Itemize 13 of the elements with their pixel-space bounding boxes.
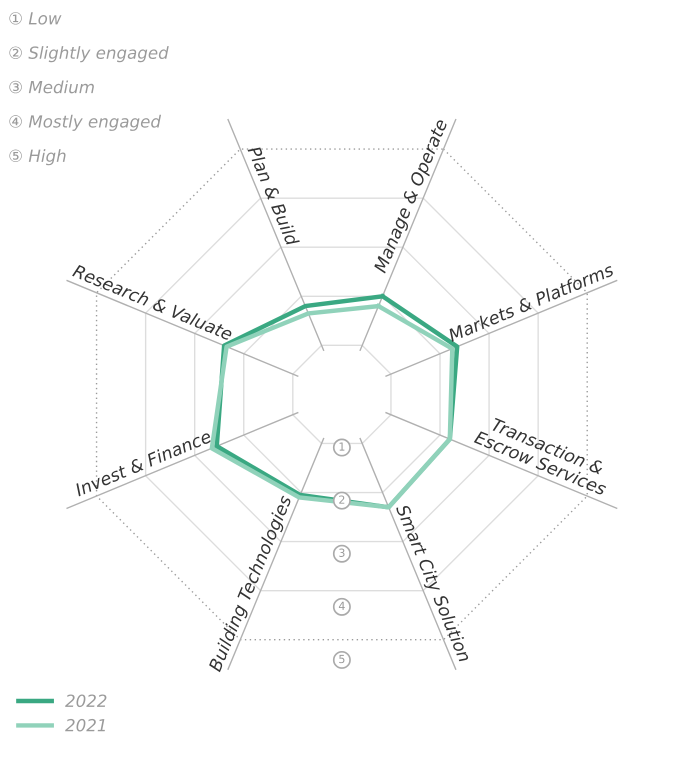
y-tick-label: 5 — [339, 654, 344, 664]
text: ② Slightly engaged — [9, 46, 169, 62]
y-tick-label: 1 — [340, 442, 344, 451]
spoke-label: Plan & Build — [247, 144, 300, 247]
y-tick-label: 4 — [338, 602, 345, 610]
legend-label: 2022 — [65, 694, 106, 708]
y-tick-label: 2 — [339, 495, 344, 504]
text: ③ Medium — [9, 80, 94, 94]
y-tick-label: 3 — [339, 548, 345, 557]
text: ① Low — [9, 12, 62, 25]
text: ④ Mostly engaged — [9, 114, 162, 131]
legend-label: 2021 — [65, 718, 105, 732]
text: ⑤ High — [9, 149, 66, 166]
